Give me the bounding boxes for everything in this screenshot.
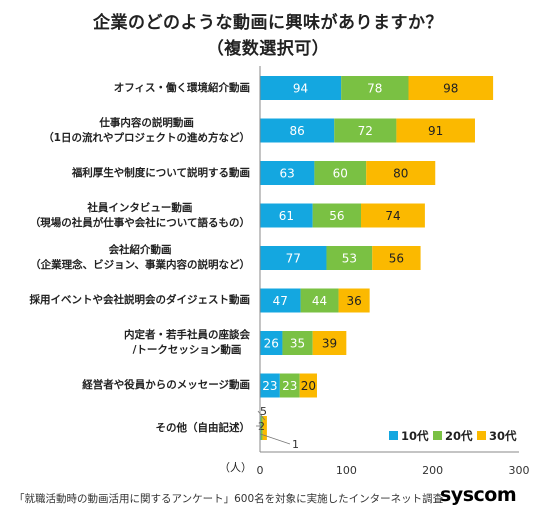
bar-segment <box>260 373 280 398</box>
data-label: 74 <box>385 209 400 223</box>
bar-segment <box>262 416 267 440</box>
data-label: 23 <box>282 379 297 393</box>
bar-segment <box>312 331 347 355</box>
category-label-line: 採用イベントや会社説明会のダイジェスト動画 <box>29 294 251 306</box>
bar-segment <box>260 118 335 143</box>
bar-segment <box>299 373 317 398</box>
bar-segment <box>260 288 301 313</box>
data-label: 1 <box>292 438 299 451</box>
data-label: 23 <box>262 379 277 393</box>
category-label-line: その他（自由記述） <box>155 421 251 434</box>
legend-label: 20代 <box>445 429 473 443</box>
bar-segment <box>260 331 283 355</box>
category-label: 福利厚生や制度について説明する動画 <box>72 166 250 181</box>
data-label: 56 <box>389 252 404 266</box>
legend-label: 30代 <box>489 429 517 443</box>
category-label-line: 福利厚生や制度について説明する動画 <box>71 166 250 179</box>
category-label: 仕事内容の説明動画 （1日の流れやプロジェクトの進め方など） <box>43 116 250 146</box>
bar-segment <box>361 203 425 228</box>
bar-segment <box>372 246 421 270</box>
category-label: 内定者・若手社員の座談会/トークセッション動画 <box>124 328 250 358</box>
bar-segment <box>300 288 339 313</box>
bar-segment <box>260 161 315 185</box>
data-label: 47 <box>273 294 288 308</box>
category-label-line: オフィス・働く環境紹介動画 <box>113 81 250 94</box>
bar-segment <box>260 203 313 228</box>
bar-segment <box>312 203 362 228</box>
category-label: 会社紹介動画 （企業理念、ビジョン、事業内容の説明など） <box>30 243 250 273</box>
bar-segment <box>260 416 263 440</box>
survey-footnote: 「就職活動時の動画活用に関するアンケート」600名を対象に実施したインターネット… <box>14 493 444 505</box>
bar-segment <box>341 76 409 100</box>
x-tick-label: 300 <box>509 464 530 477</box>
data-label: 94 <box>293 82 308 96</box>
data-label: 98 <box>443 82 458 96</box>
data-label: 36 <box>346 294 361 308</box>
data-label: 44 <box>312 294 327 308</box>
axis-unit-label: （人） <box>219 461 252 474</box>
data-label: 63 <box>280 167 295 181</box>
category-label-line: /トークセッション動画 <box>132 344 242 356</box>
brand-logo: syscom <box>440 484 517 506</box>
category-label: 社員インタビュー動画 （現場の社員が仕事や会社について語るもの） <box>30 201 250 231</box>
category-label-line: （1日の流れやプロジェクトの進め方など） <box>43 131 250 144</box>
category-label-line: （現場の社員が仕事や会社について語るもの） <box>29 216 250 229</box>
data-label: 86 <box>289 124 304 138</box>
legend-label: 10代 <box>401 429 429 443</box>
category-label-line: 仕事内容の説明動画 <box>99 116 194 129</box>
data-label: 53 <box>342 252 357 266</box>
chart-title: 企業のどのような動画に興味がありますか？ <box>93 13 443 33</box>
category-label: オフィス・働く環境紹介動画 <box>114 81 250 96</box>
data-label: 80 <box>393 167 408 181</box>
data-label: 77 <box>286 252 301 266</box>
bar-segment <box>326 246 373 270</box>
data-label: 61 <box>279 209 294 223</box>
data-label: 91 <box>428 124 443 138</box>
data-label: 78 <box>367 82 382 96</box>
data-label: 20 <box>301 379 316 393</box>
x-tick-label: 0 <box>257 464 264 477</box>
bar-segment <box>338 288 370 313</box>
category-label-line: 社員インタビュー動画 <box>87 201 193 214</box>
data-label: 35 <box>290 337 305 351</box>
data-label: 2 <box>258 420 265 433</box>
data-label: 26 <box>264 337 279 351</box>
bar-segment <box>408 76 494 100</box>
bar-segment <box>260 76 342 100</box>
legend-swatch <box>433 431 442 440</box>
category-label-line: 経営者や役員からのメッセージ動画 <box>82 379 250 391</box>
bar-segment <box>282 331 313 355</box>
bar-segment <box>334 118 397 143</box>
bar-segment <box>260 246 327 270</box>
x-tick-label: 100 <box>336 464 357 477</box>
data-label: 39 <box>322 337 337 351</box>
chart-subtitle: （複数選択可） <box>206 39 330 59</box>
legend-swatch <box>389 431 398 440</box>
bar-segment <box>314 161 367 185</box>
legend-swatch <box>477 431 486 440</box>
category-label-line: 会社紹介動画 <box>108 244 172 256</box>
category-label-line: （企業理念、ビジョン、事業内容の説明など） <box>30 259 250 271</box>
data-label: 60 <box>333 167 348 181</box>
category-label: その他（自由記述） <box>156 421 251 436</box>
category-label: 採用イベントや会社説明会のダイジェスト動画 <box>30 293 251 308</box>
data-label: 56 <box>329 209 344 223</box>
category-label-line: 内定者・若手社員の座談会 <box>124 329 250 341</box>
bar-segment <box>366 161 436 185</box>
category-label: 経営者や役員からのメッセージ動画 <box>82 378 250 393</box>
callout-line <box>257 410 266 421</box>
callout-line <box>260 433 291 445</box>
x-tick-label: 200 <box>422 464 443 477</box>
data-label: 72 <box>358 124 373 138</box>
bar-segment <box>279 373 300 398</box>
data-label: 5 <box>260 405 267 418</box>
bar-segment <box>396 118 475 143</box>
